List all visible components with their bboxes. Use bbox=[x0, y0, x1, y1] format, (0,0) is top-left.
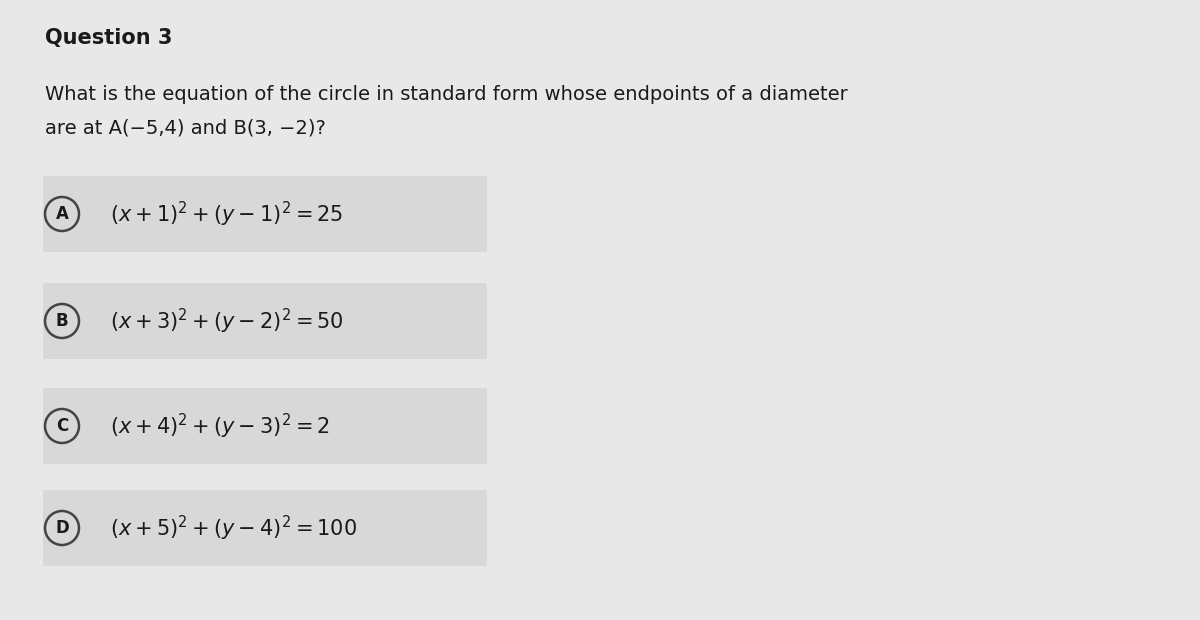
Text: Question 3: Question 3 bbox=[46, 28, 173, 48]
Text: C: C bbox=[56, 417, 68, 435]
FancyBboxPatch shape bbox=[43, 283, 487, 359]
Text: are at A(−5,4) and B(3, −2)?: are at A(−5,4) and B(3, −2)? bbox=[46, 118, 326, 137]
Text: What is the equation of the circle in standard form whose endpoints of a diamete: What is the equation of the circle in st… bbox=[46, 85, 847, 104]
FancyBboxPatch shape bbox=[43, 490, 487, 566]
Text: $(x+3)^2+(y-2)^2=50$: $(x+3)^2+(y-2)^2=50$ bbox=[110, 306, 343, 335]
FancyBboxPatch shape bbox=[43, 388, 487, 464]
FancyBboxPatch shape bbox=[43, 176, 487, 252]
Text: $(x+1)^2+(y-1)^2=25$: $(x+1)^2+(y-1)^2=25$ bbox=[110, 200, 343, 229]
Text: $(x+5)^2+(y-4)^2=100$: $(x+5)^2+(y-4)^2=100$ bbox=[110, 513, 356, 542]
Text: $(x+4)^2+(y-3)^2=2$: $(x+4)^2+(y-3)^2=2$ bbox=[110, 412, 330, 441]
Text: B: B bbox=[55, 312, 68, 330]
Text: A: A bbox=[55, 205, 68, 223]
Text: D: D bbox=[55, 519, 68, 537]
